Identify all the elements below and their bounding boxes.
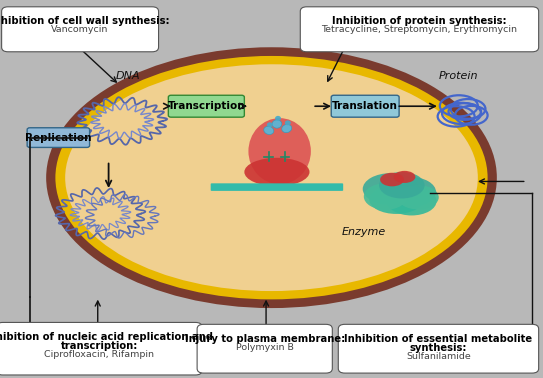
- Text: Sulfanilamide: Sulfanilamide: [406, 352, 471, 361]
- FancyBboxPatch shape: [168, 95, 244, 117]
- Ellipse shape: [364, 183, 407, 210]
- Text: Inhibition of nucleic acid replication and: Inhibition of nucleic acid replication a…: [0, 332, 213, 342]
- Ellipse shape: [267, 122, 273, 127]
- Text: Tetracycline, Streptomycin, Erythromycin: Tetracycline, Streptomycin, Erythromycin: [321, 25, 517, 34]
- Ellipse shape: [379, 172, 425, 198]
- Ellipse shape: [275, 116, 281, 121]
- Ellipse shape: [387, 187, 437, 215]
- Text: Enzyme: Enzyme: [342, 227, 386, 237]
- FancyBboxPatch shape: [338, 324, 539, 373]
- Text: Ciprofloxacin, Rifampin: Ciprofloxacin, Rifampin: [44, 350, 154, 359]
- FancyBboxPatch shape: [27, 128, 90, 147]
- Ellipse shape: [272, 120, 282, 128]
- Ellipse shape: [55, 56, 488, 299]
- Text: transcription:: transcription:: [60, 341, 138, 351]
- Text: Vancomycin: Vancomycin: [52, 25, 109, 34]
- Text: Transcription: Transcription: [168, 101, 245, 111]
- Ellipse shape: [397, 185, 439, 209]
- Text: Inhibition of cell wall synthesis:: Inhibition of cell wall synthesis:: [0, 16, 170, 26]
- Ellipse shape: [282, 124, 292, 133]
- Text: synthesis:: synthesis:: [410, 343, 467, 353]
- FancyBboxPatch shape: [2, 7, 159, 52]
- Text: Inhibition of essential metabolite: Inhibition of essential metabolite: [344, 334, 533, 344]
- Text: Injury to plasma membrane:: Injury to plasma membrane:: [185, 334, 345, 344]
- Text: DNA: DNA: [115, 71, 140, 81]
- FancyBboxPatch shape: [197, 324, 332, 373]
- FancyBboxPatch shape: [211, 183, 343, 191]
- Ellipse shape: [380, 173, 404, 186]
- Ellipse shape: [65, 64, 478, 291]
- FancyBboxPatch shape: [0, 322, 202, 375]
- Ellipse shape: [285, 120, 291, 125]
- Text: Translation: Translation: [332, 101, 398, 111]
- Text: Protein: Protein: [439, 71, 478, 81]
- Text: Inhibition of protein synthesis:: Inhibition of protein synthesis:: [332, 16, 507, 26]
- Text: Polymyxin B: Polymyxin B: [236, 343, 294, 352]
- FancyBboxPatch shape: [300, 7, 539, 52]
- Text: Replication: Replication: [25, 133, 92, 143]
- Ellipse shape: [244, 158, 310, 186]
- Ellipse shape: [394, 171, 415, 183]
- Ellipse shape: [363, 173, 419, 205]
- FancyBboxPatch shape: [331, 95, 399, 117]
- Ellipse shape: [369, 185, 424, 214]
- Ellipse shape: [384, 177, 436, 207]
- Ellipse shape: [264, 126, 274, 135]
- Ellipse shape: [46, 47, 497, 308]
- Ellipse shape: [248, 118, 311, 184]
